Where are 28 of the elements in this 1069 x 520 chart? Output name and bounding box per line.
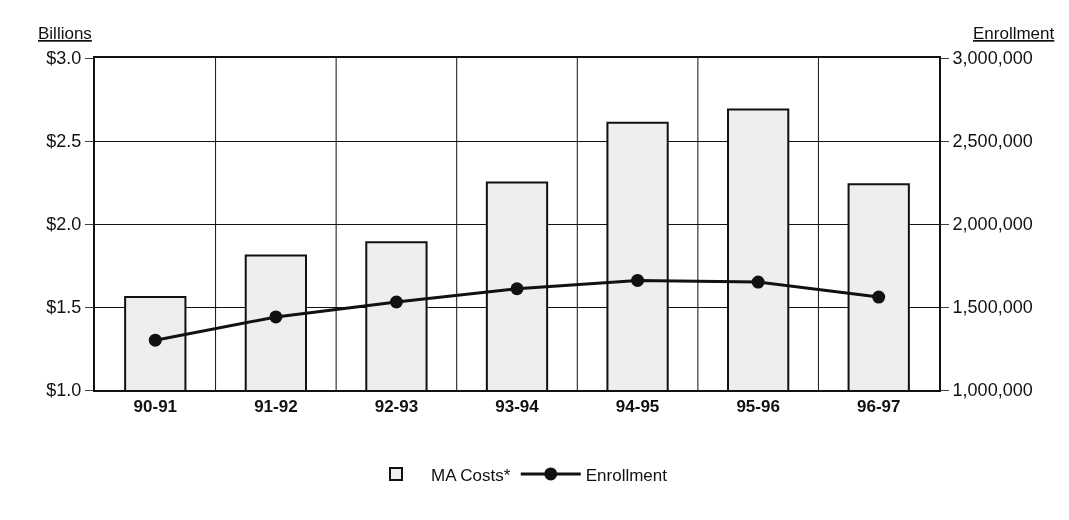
point	[872, 290, 886, 304]
x-tick-label: 95-96	[736, 397, 780, 417]
y-tick-label: $1.5	[46, 297, 82, 318]
y2-tick-label: 1,500,000	[952, 297, 1033, 318]
point	[631, 273, 645, 287]
y-tick-label: $3.0	[46, 48, 82, 69]
y-tick-label: $2.5	[46, 131, 82, 152]
legend-label: Enrollment	[585, 465, 668, 485]
y2-tick-label: 2,000,000	[952, 214, 1033, 235]
y2-tick-label: 2,500,000	[952, 131, 1033, 152]
legend-label: MA Costs*	[431, 465, 511, 485]
x-tick-label: 92-93	[374, 397, 419, 417]
point	[389, 295, 403, 309]
y2-tick-label: 3,000,000	[952, 48, 1033, 69]
y-tick-label: $2.0	[46, 214, 82, 235]
x-tick-label: 94-95	[615, 397, 660, 417]
x-tick-label: 91-92	[254, 397, 298, 417]
point	[751, 275, 765, 289]
x-tick-label: 93-94	[495, 397, 540, 417]
x-tick-label: 96-97	[856, 397, 901, 417]
y-tick-label: $1.0	[46, 380, 82, 401]
x-tick-label: 90-91	[133, 397, 178, 417]
y2-tick-label: 1,000,000	[952, 380, 1033, 401]
point	[148, 333, 162, 347]
y-axis-title: Billions	[38, 24, 92, 43]
point	[510, 282, 524, 296]
point	[269, 310, 283, 324]
y2-axis-title: Enrollment	[973, 24, 1055, 43]
